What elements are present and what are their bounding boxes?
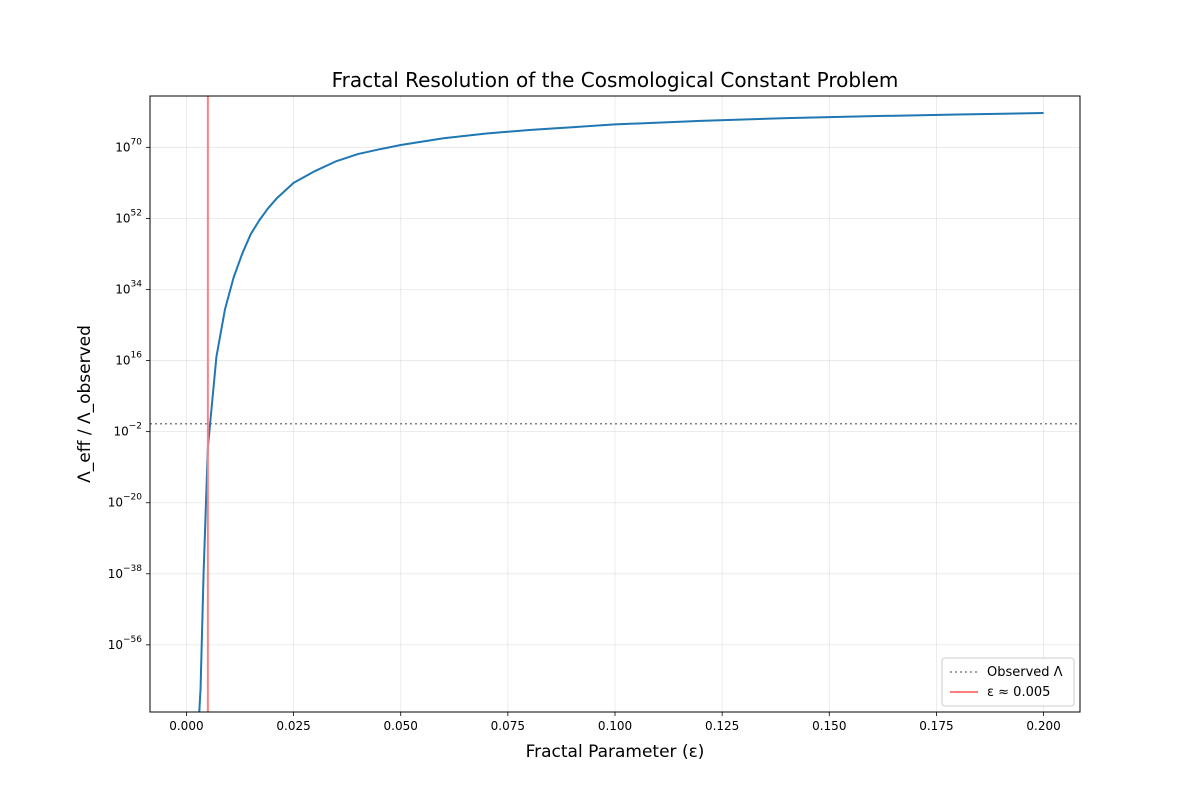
grid: [150, 96, 1080, 712]
y-tick-base: 10: [115, 140, 130, 154]
y-tick-exponent: −56: [123, 635, 142, 645]
legend-box: [941, 657, 1075, 707]
y-tick-exponent: 16: [131, 351, 143, 361]
y-tick-label: 1016: [115, 351, 142, 368]
y-tick-exponent: −2: [129, 422, 142, 432]
y-tick-label: 10−38: [108, 564, 143, 581]
chart-title: Fractal Resolution of the Cosmological C…: [332, 68, 899, 92]
x-tick-label: 0.100: [598, 719, 632, 733]
y-tick-label: 10−2: [113, 422, 142, 439]
series-line: [198, 111, 1044, 713]
y-axis-title: Λ_eff / Λ_observed: [75, 325, 95, 483]
x-tick-label: 0.000: [169, 719, 203, 733]
x-tick-label: 0.125: [705, 719, 739, 733]
x-tick-label: 0.050: [384, 719, 418, 733]
y-tick-base: 10: [115, 282, 130, 296]
y-tick-label: 10−20: [108, 493, 143, 510]
y-tick-base: 10: [115, 354, 130, 368]
legend: Observed Λ ε ≈ 0.005: [941, 657, 1075, 707]
y-tick-base: 10: [108, 496, 123, 510]
y-tick-exponent: −20: [123, 493, 142, 503]
y-tick-base: 10: [113, 425, 128, 439]
legend-label-observed: Observed Λ: [987, 665, 1063, 680]
y-tick-exponent: 52: [131, 208, 142, 218]
y-tick-base: 10: [115, 211, 130, 225]
x-tick-label: 0.175: [919, 719, 953, 733]
x-tick-label: 0.075: [491, 719, 525, 733]
y-tick-label: 10−56: [108, 635, 143, 652]
y-tick-label: 1034: [115, 279, 142, 296]
series-line-group: [198, 111, 1044, 713]
y-tick-label: 1052: [115, 208, 142, 225]
x-tick-label: 0.025: [276, 719, 310, 733]
y-tick-base: 10: [108, 638, 123, 652]
x-tick-label: 0.150: [812, 719, 846, 733]
x-axis-title: Fractal Parameter (ε): [526, 742, 705, 762]
x-ticks: 0.000 0.025 0.050 0.075 0.100 0.125 0.150 0.175…: [169, 712, 1061, 733]
y-tick-exponent: 34: [131, 279, 143, 289]
y-tick-exponent: −38: [123, 564, 142, 574]
y-tick-label: 1070: [115, 137, 142, 154]
legend-label-epsilon: ε ≈ 0.005: [987, 685, 1050, 700]
x-tick-label: 0.200: [1026, 719, 1060, 733]
y-tick-exponent: 70: [131, 137, 143, 147]
y-tick-base: 10: [108, 567, 123, 581]
